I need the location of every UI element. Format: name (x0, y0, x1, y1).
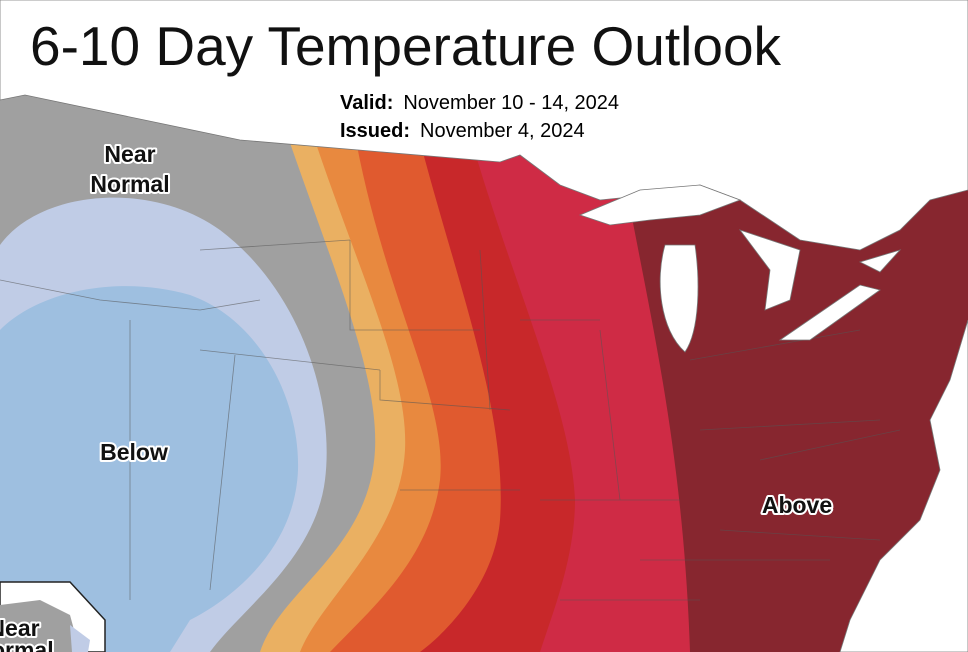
lake-huron (738, 229, 801, 311)
lake-michigan (659, 244, 699, 353)
region-line: Normal (0, 637, 54, 652)
lake-ontario (858, 249, 902, 273)
issued-date: November 4, 2024 (420, 120, 585, 142)
alaska-inset (0, 581, 106, 652)
region-line: Near (0, 615, 40, 641)
valid-date: November 10 - 14, 2024 (403, 92, 619, 114)
state-lines (0, 239, 901, 601)
valid-label: Valid: (340, 92, 393, 114)
inset-lean-below (70, 625, 90, 652)
inset-near-normal (0, 600, 80, 652)
region-line: Normal (90, 171, 169, 197)
issued-line: Issued: November 4, 2024 (340, 120, 585, 142)
region-label: Near Normal (90, 141, 169, 197)
region-label: Above (762, 492, 832, 518)
lake-superior (578, 184, 742, 226)
atlantic (839, 319, 968, 652)
region-line: Above (762, 492, 832, 518)
lake-erie (778, 284, 881, 341)
valid-line: Valid: November 10 - 14, 2024 (340, 92, 619, 114)
title: 6-10 Day Temperature Outlook (30, 15, 782, 77)
region-line: Below (100, 439, 168, 465)
region-line: Near (104, 141, 155, 167)
band-below (0, 286, 299, 652)
issued-label: Issued: (340, 120, 410, 142)
region-label: Below (100, 439, 168, 465)
